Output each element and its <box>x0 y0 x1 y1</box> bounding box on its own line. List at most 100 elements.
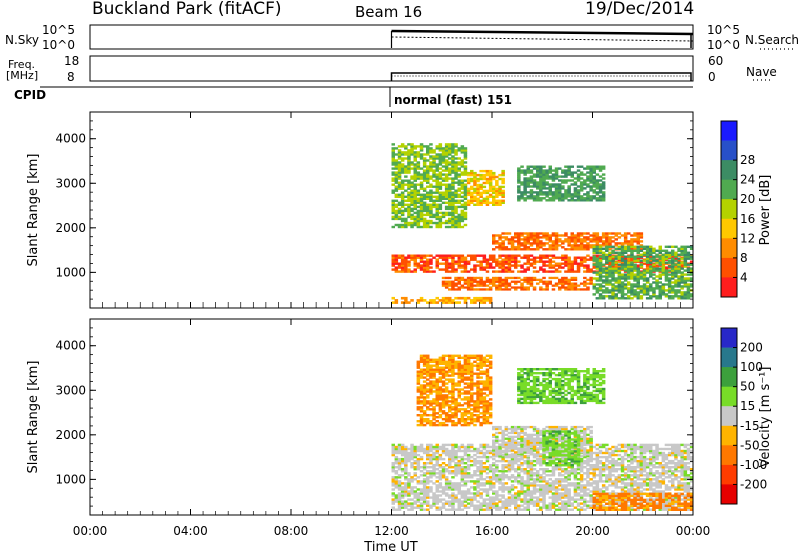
data-cell <box>614 468 618 471</box>
data-cell <box>419 217 424 221</box>
data-cell <box>479 492 483 495</box>
data-cell <box>451 193 455 196</box>
data-cell <box>426 207 430 211</box>
data-cell <box>561 504 565 507</box>
data-cell <box>542 457 546 461</box>
data-cell <box>495 260 499 263</box>
data-cell <box>432 203 436 206</box>
data-cell <box>592 236 596 239</box>
data-cell <box>583 502 587 505</box>
data-cell <box>485 455 490 459</box>
data-cell <box>444 296 449 300</box>
data-cell <box>589 234 593 237</box>
data-cell <box>457 195 461 198</box>
data-cell <box>639 494 644 497</box>
data-cell <box>435 451 439 455</box>
data-cell <box>586 278 590 281</box>
data-cell <box>589 195 593 198</box>
data-cell <box>454 453 458 457</box>
data-cell <box>532 167 537 170</box>
data-cell <box>451 151 455 154</box>
data-cell <box>432 179 436 182</box>
data-cell <box>570 276 574 280</box>
data-cell <box>473 203 477 206</box>
data-cell <box>611 271 615 274</box>
data-cell <box>661 287 666 290</box>
data-cell <box>460 504 465 507</box>
data-cell <box>633 449 637 453</box>
data-cell <box>542 480 546 483</box>
data-cell <box>614 238 618 241</box>
data-cell <box>595 496 600 499</box>
data-cell <box>583 472 587 475</box>
data-cell <box>536 242 540 245</box>
data-cell <box>473 453 477 457</box>
data-cell <box>586 248 590 251</box>
data-cell <box>498 201 502 204</box>
data-cell <box>404 494 408 497</box>
data-cell <box>649 247 653 250</box>
data-cell <box>460 260 465 263</box>
data-cell <box>586 232 590 235</box>
data-cell <box>498 276 502 280</box>
data-cell <box>570 288 574 291</box>
data-cell <box>526 480 530 483</box>
data-cell <box>476 494 480 497</box>
data-cell <box>583 488 587 491</box>
data-cell <box>413 221 417 225</box>
data-cell <box>432 195 436 198</box>
data-cell <box>476 474 480 477</box>
data-cell <box>416 211 421 215</box>
data-cell <box>422 482 427 485</box>
data-cell <box>661 283 666 286</box>
data-cell <box>460 502 465 505</box>
data-cell <box>620 273 625 276</box>
data-cell <box>652 249 656 252</box>
data-cell <box>460 472 465 475</box>
data-cell <box>623 285 628 288</box>
data-cell <box>595 451 600 455</box>
data-cell <box>680 295 684 298</box>
data-cell <box>526 492 530 495</box>
data-cell <box>416 145 421 148</box>
data-cell <box>601 263 606 266</box>
data-cell <box>404 264 408 267</box>
data-cell <box>526 242 530 245</box>
data-cell <box>454 223 458 227</box>
data-cell <box>558 264 562 267</box>
data-cell <box>419 443 424 447</box>
data-cell <box>510 476 515 479</box>
data-cell <box>426 486 430 489</box>
data-cell <box>526 459 530 463</box>
data-cell <box>579 199 584 202</box>
data-cell <box>561 181 565 184</box>
data-cell <box>630 287 634 290</box>
data-cell <box>426 476 430 479</box>
data-cell <box>620 478 625 481</box>
data-cell <box>548 185 552 188</box>
data-cell <box>532 482 537 485</box>
data-cell <box>561 478 565 481</box>
data-cell <box>627 263 631 266</box>
data-cell <box>551 502 556 505</box>
data-cell <box>639 482 644 485</box>
data-cell <box>498 506 502 509</box>
data-cell <box>488 468 493 471</box>
data-cell <box>589 278 593 281</box>
data-cell <box>441 301 446 304</box>
data-cell <box>476 296 480 300</box>
data-cell <box>589 490 593 493</box>
data-cell <box>567 449 571 453</box>
data-cell <box>649 273 653 276</box>
data-cell <box>479 299 483 302</box>
data-cell <box>614 264 618 267</box>
data-cell <box>617 285 622 288</box>
data-cell <box>441 504 446 507</box>
data-cell <box>514 470 518 473</box>
data-cell <box>410 207 414 211</box>
data-cell <box>485 177 490 181</box>
data-cell <box>495 262 499 265</box>
data-cell <box>633 466 637 469</box>
data-cell <box>677 289 681 292</box>
data-cell <box>429 221 433 225</box>
